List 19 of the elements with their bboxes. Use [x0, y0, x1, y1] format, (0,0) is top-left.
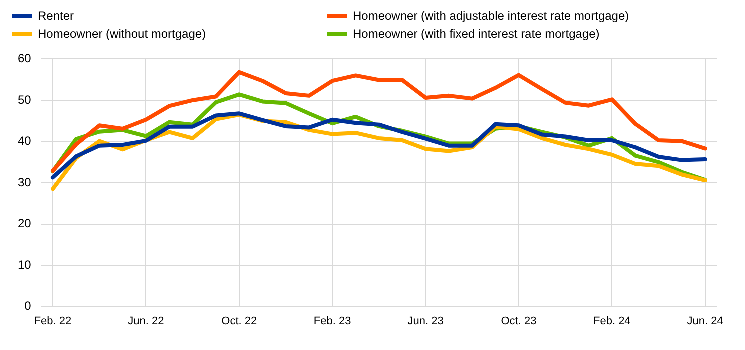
y-tick-label: 20: [18, 216, 32, 231]
legend-label: Homeowner (with adjustable interest rate mortgage): [353, 8, 630, 24]
x-tick-label: Jun. 24: [687, 315, 724, 328]
legend-label: Homeowner (without mortgage): [38, 26, 206, 42]
x-tick-label: Jun. 23: [408, 315, 444, 328]
x-tick-label: Jun. 22: [128, 315, 164, 328]
x-tick-label: Feb. 23: [314, 315, 352, 328]
x-tick-label: Oct. 22: [222, 315, 258, 328]
legend-label: Renter: [38, 8, 74, 24]
x-tick-label: Feb. 22: [34, 315, 72, 328]
y-tick-label: 50: [18, 92, 32, 107]
y-tick-label: 30: [18, 175, 32, 190]
x-tick-label: Oct. 23: [501, 315, 537, 328]
y-tick-label: 40: [18, 134, 32, 148]
x-tick-label: Feb. 24: [594, 315, 631, 328]
y-tick-label: 10: [18, 258, 32, 272]
y-tick-label: 0: [24, 299, 32, 314]
legend-label: Homeowner (with fixed interest rate mortgage): [353, 26, 600, 42]
y-tick-label: 60: [18, 52, 32, 66]
